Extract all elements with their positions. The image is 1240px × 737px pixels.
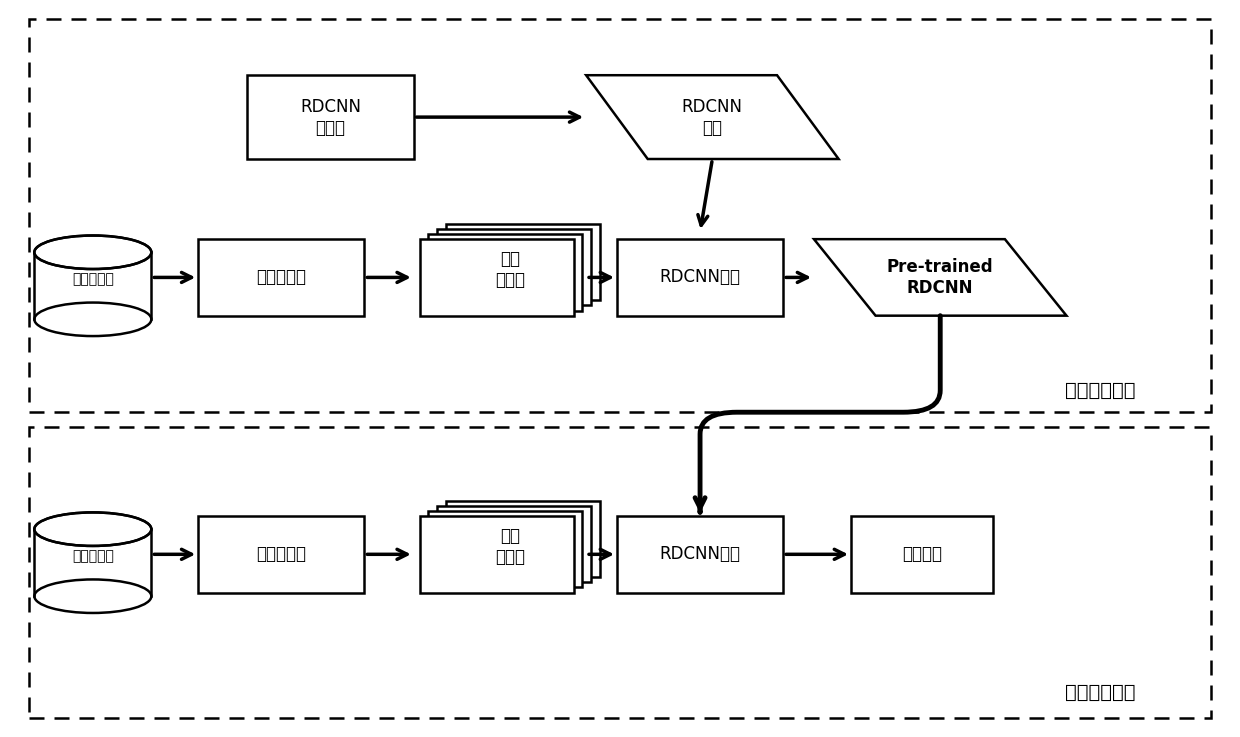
Text: RDCNN训练: RDCNN训练 — [660, 268, 740, 287]
Bar — [248, 75, 414, 159]
Bar — [445, 224, 600, 301]
Text: 在线预测阶段: 在线预测阶段 — [1065, 683, 1136, 702]
Polygon shape — [813, 240, 1066, 315]
Text: Pre-trained
RDCNN: Pre-trained RDCNN — [887, 258, 993, 297]
Bar — [29, 427, 1211, 719]
Text: 数据预处理: 数据预处理 — [257, 545, 306, 563]
Ellipse shape — [35, 236, 151, 269]
Bar — [618, 240, 784, 315]
Text: 离线训练阶段: 离线训练阶段 — [1065, 381, 1136, 400]
Text: RDCNN
初始化: RDCNN 初始化 — [300, 98, 361, 136]
Bar — [198, 240, 365, 315]
Polygon shape — [587, 75, 838, 159]
Ellipse shape — [36, 237, 149, 268]
Bar — [429, 511, 583, 587]
Bar — [618, 516, 784, 593]
Bar — [35, 529, 151, 596]
Text: RDCNN
模型: RDCNN 模型 — [682, 98, 743, 136]
Ellipse shape — [35, 303, 151, 336]
Text: 训练图像集: 训练图像集 — [72, 272, 114, 286]
Bar — [420, 516, 574, 593]
Ellipse shape — [35, 579, 151, 613]
Ellipse shape — [35, 512, 151, 546]
Ellipse shape — [36, 514, 149, 545]
Bar — [429, 234, 583, 310]
Bar — [436, 229, 591, 305]
Text: 数据预处理: 数据预处理 — [257, 268, 306, 287]
Bar — [35, 252, 151, 319]
Text: 测试图像集: 测试图像集 — [72, 549, 114, 563]
Text: RDCNN预测: RDCNN预测 — [660, 545, 740, 563]
Bar — [851, 516, 992, 593]
Bar — [29, 18, 1211, 412]
Text: 预测结果: 预测结果 — [901, 545, 941, 563]
Bar — [420, 240, 574, 315]
Bar — [436, 506, 591, 582]
Bar — [445, 500, 600, 577]
Text: 测试
样本集: 测试 样本集 — [495, 527, 525, 566]
Bar — [198, 516, 365, 593]
Text: 训练
样本集: 训练 样本集 — [495, 251, 525, 289]
